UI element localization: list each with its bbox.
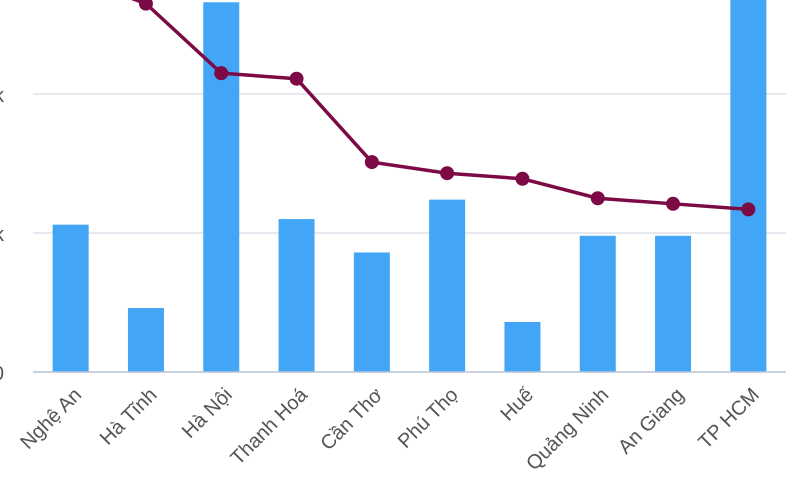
bar <box>203 2 240 372</box>
line-point <box>440 166 455 181</box>
x-tick-label: TP HCM <box>694 384 764 454</box>
bar-series <box>52 0 767 373</box>
bar <box>655 235 692 372</box>
line-point <box>590 191 605 206</box>
series-line <box>131 0 749 212</box>
bar <box>730 0 767 373</box>
x-tick-label: Phú Thọ <box>394 384 463 453</box>
y-tick-label: k <box>0 85 5 107</box>
line-point <box>289 71 304 86</box>
x-tick-label: Thanh Hoá <box>227 383 313 469</box>
gridlines <box>33 93 786 234</box>
x-tick-label: Huế <box>496 384 538 426</box>
line-point <box>138 0 153 11</box>
x-tick-label: Hà Tĩnh <box>96 384 162 450</box>
line-point <box>364 155 379 170</box>
x-tick-label: Nghệ An <box>16 384 86 454</box>
y-tick-label: 0 <box>0 363 4 385</box>
line-point <box>666 196 681 211</box>
line-point <box>214 66 229 81</box>
x-tick-label: Cần Thơ <box>316 384 387 455</box>
line-series <box>131 0 756 217</box>
bar <box>504 321 541 372</box>
line-point <box>741 202 756 217</box>
bar <box>278 219 315 372</box>
bar <box>127 308 164 372</box>
bar <box>579 235 616 372</box>
y-axis-ticks: 0 k k <box>0 85 5 385</box>
bar <box>52 224 89 372</box>
x-tick-label: Hà Nội <box>178 384 237 443</box>
y-tick-label: k <box>0 224 5 246</box>
bar <box>429 199 466 372</box>
line-point <box>515 171 530 186</box>
bar <box>353 252 390 372</box>
x-tick-label: An Giang <box>614 384 689 459</box>
